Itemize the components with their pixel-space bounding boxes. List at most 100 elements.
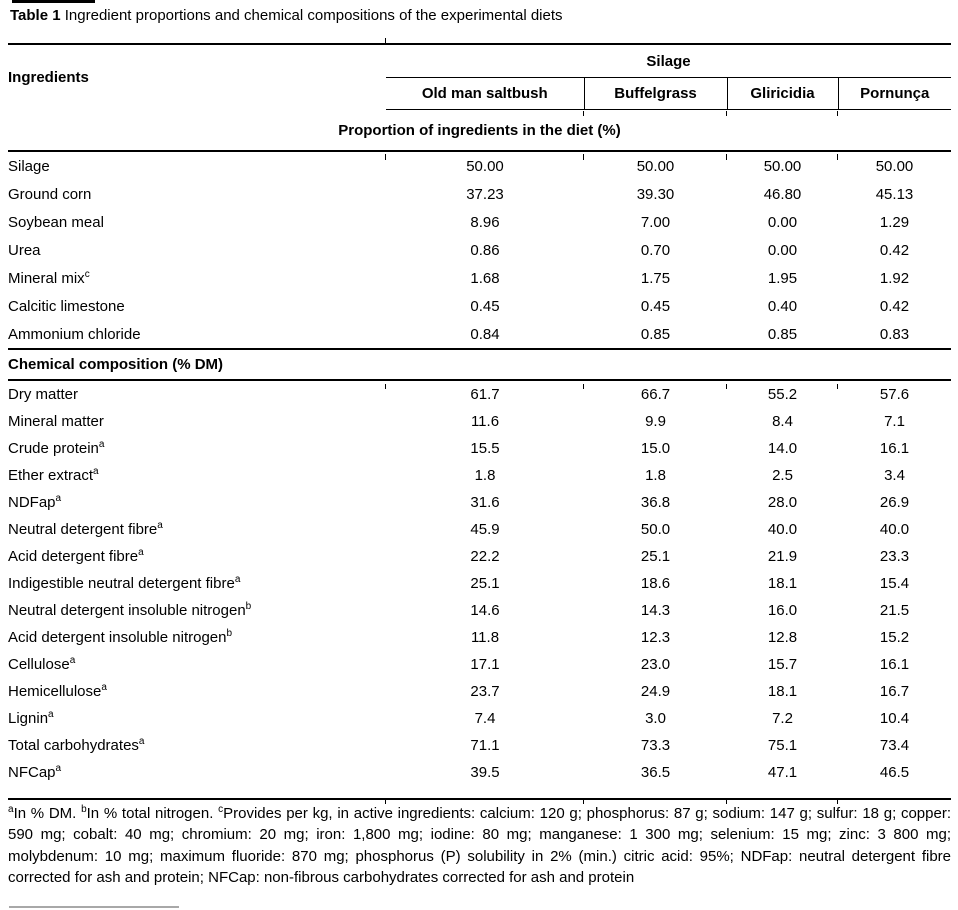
cell-value: 50.0 bbox=[640, 521, 671, 538]
cell-value: 14.3 bbox=[640, 602, 671, 619]
table-row: Hemicellulosea 23.7 24.9 18.1 16.7 bbox=[8, 678, 951, 705]
column-header-gliricidia: Gliricidia bbox=[726, 77, 838, 110]
border-tick bbox=[385, 154, 386, 160]
table-row: Mineral mixc 1.68 1.75 1.95 1.92 bbox=[8, 264, 951, 292]
row-label: Neutral detergent insoluble nitrogenb bbox=[8, 601, 252, 620]
cell-value: 31.6 bbox=[470, 494, 500, 511]
cell-value: 37.23 bbox=[466, 185, 504, 203]
cell-value: 0.00 bbox=[767, 213, 798, 231]
table-row: NFCapa 39.5 36.5 47.1 46.5 bbox=[8, 759, 951, 800]
table-row: Neutral detergent fibrea 45.9 50.0 40.0 40.0 bbox=[8, 516, 951, 543]
cell-value: 8.4 bbox=[772, 413, 793, 430]
cell-value: 1.8 bbox=[645, 467, 666, 484]
cell-value: 50.00 bbox=[466, 157, 504, 175]
border-tick bbox=[837, 799, 838, 804]
footnote: aIn % DM. bIn % total nitrogen. cProvide… bbox=[8, 804, 951, 887]
row-label: Hemicellulosea bbox=[8, 682, 107, 701]
section-heading: Chemical composition (% DM) bbox=[8, 348, 951, 381]
table-row: Dry matter 61.7 66.7 55.2 57.6 bbox=[8, 380, 951, 408]
cell-value: 16.1 bbox=[879, 656, 910, 673]
group-header: Silage bbox=[386, 43, 951, 78]
row-label: Total carbohydratesa bbox=[8, 736, 145, 755]
footnote-marker: a bbox=[138, 736, 145, 747]
cell-value: 0.85 bbox=[640, 325, 671, 343]
cell-value: 23.7 bbox=[470, 683, 500, 700]
cell-value: 46.80 bbox=[763, 185, 802, 203]
cell-value: 0.70 bbox=[640, 241, 671, 259]
table-row: Soybean meal 8.96 7.00 0.00 1.29 bbox=[8, 208, 951, 236]
cell-value: 45.9 bbox=[470, 521, 500, 538]
cell-value: 50.00 bbox=[875, 157, 914, 175]
cell-value: 0.45 bbox=[640, 297, 671, 315]
cell-value: 39.30 bbox=[636, 185, 675, 203]
table-caption-text: Ingredient proportions and chemical comp… bbox=[64, 7, 563, 24]
cell-value: 16.1 bbox=[879, 440, 910, 457]
border-tick bbox=[726, 384, 727, 389]
cell-value: 47.1 bbox=[727, 759, 838, 800]
table-row: Urea 0.86 0.70 0.00 0.42 bbox=[8, 236, 951, 264]
section-heading: Proportion of ingredients in the diet (%… bbox=[8, 109, 951, 152]
cell-value: 1.8 bbox=[474, 467, 496, 484]
row-label: Indigestible neutral detergent fibrea bbox=[8, 574, 241, 593]
cell-value: 50.00 bbox=[636, 157, 675, 175]
cell-value: 15.5 bbox=[470, 440, 500, 457]
cell-value: 1.29 bbox=[879, 213, 910, 231]
footnote-marker: a bbox=[48, 709, 54, 720]
cell-value: 75.1 bbox=[767, 737, 798, 754]
border-tick bbox=[583, 111, 584, 116]
scan-artifact-top bbox=[12, 0, 95, 3]
section-heading-row: Proportion of ingredients in the diet (%… bbox=[8, 109, 951, 152]
cell-value: 15.2 bbox=[879, 629, 910, 646]
cell-value: 0.83 bbox=[879, 325, 910, 343]
cell-value: 21.9 bbox=[767, 548, 798, 565]
cell-value: 0.86 bbox=[470, 241, 500, 259]
border-tick bbox=[837, 154, 838, 160]
border-tick bbox=[837, 384, 838, 389]
cell-value: 15.4 bbox=[879, 575, 910, 592]
cell-value: 10.4 bbox=[879, 710, 910, 727]
cell-value: 22.2 bbox=[470, 548, 500, 565]
border-tick bbox=[726, 799, 727, 804]
border-tick bbox=[583, 384, 584, 389]
cell-value: 0.40 bbox=[767, 297, 798, 315]
table-row: Crude proteina 15.5 15.0 14.0 16.1 bbox=[8, 435, 951, 462]
border-tick bbox=[583, 799, 584, 804]
border-tick bbox=[726, 154, 727, 160]
scan-artifact-bottom bbox=[9, 906, 179, 908]
cell-value: 18.1 bbox=[767, 575, 798, 592]
row-label: Soybean meal bbox=[8, 213, 104, 231]
cell-value: 16.7 bbox=[879, 683, 910, 700]
footnote-marker: a bbox=[234, 574, 241, 585]
column-header-row: Old man saltbush Buffelgrass Gliricidia … bbox=[8, 77, 951, 110]
stub-header: Ingredients bbox=[8, 43, 386, 110]
group-header-row: Ingredients Silage bbox=[8, 43, 951, 110]
footnote-marker: a bbox=[55, 493, 62, 504]
ingredients-table: Ingredients Silage Old man saltbush Buff… bbox=[8, 43, 951, 800]
row-label: Ether extracta bbox=[8, 466, 99, 485]
row-label: NFCapa bbox=[8, 759, 386, 800]
table-row: Silage 50.00 50.00 50.00 50.00 bbox=[8, 151, 951, 180]
footnote-marker: a bbox=[157, 520, 163, 531]
cell-value: 40.0 bbox=[767, 521, 798, 538]
footnote-marker: b bbox=[81, 804, 87, 815]
cell-value: 25.1 bbox=[470, 575, 500, 592]
footnote-marker: c bbox=[218, 804, 224, 815]
cell-value: 50.00 bbox=[763, 157, 802, 175]
cell-value: 8.96 bbox=[470, 213, 500, 231]
table-row: Calcitic limestone 0.45 0.45 0.40 0.42 bbox=[8, 292, 951, 320]
row-label: Ammonium chloride bbox=[8, 325, 141, 343]
cell-value: 0.42 bbox=[879, 297, 910, 315]
cell-value: 3.0 bbox=[645, 710, 666, 727]
footnote-marker: a bbox=[8, 804, 14, 815]
cell-value: 73.4 bbox=[879, 737, 910, 754]
cell-value: 23.3 bbox=[879, 548, 910, 565]
cell-value: 36.5 bbox=[584, 759, 727, 800]
cell-value: 7.4 bbox=[474, 710, 496, 727]
cell-value: 14.6 bbox=[470, 602, 500, 619]
table-caption: Table 1 Ingredient proportions and chemi… bbox=[10, 7, 950, 24]
cell-value: 24.9 bbox=[640, 683, 671, 700]
border-tick bbox=[583, 154, 584, 160]
row-label: Dry matter bbox=[8, 386, 79, 403]
cell-value: 25.1 bbox=[640, 548, 671, 565]
